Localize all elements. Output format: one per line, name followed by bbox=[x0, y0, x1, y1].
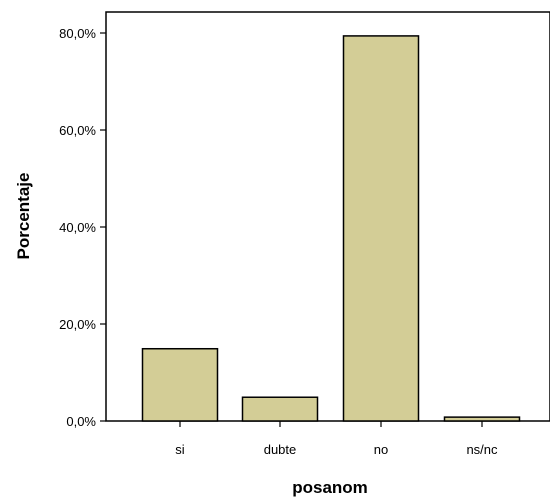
x-axis-title: posanom bbox=[292, 478, 368, 497]
y-tick-label: 20,0% bbox=[59, 317, 96, 332]
x-tick-label: si bbox=[175, 442, 185, 457]
bar-si bbox=[141, 347, 219, 422]
y-tick-label: 80,0% bbox=[59, 26, 96, 41]
bar-ns-nc bbox=[443, 416, 521, 422]
bar-no bbox=[342, 35, 420, 422]
x-tick-label: no bbox=[374, 442, 388, 457]
x-tick-label: dubte bbox=[264, 442, 297, 457]
y-tick-label: 40,0% bbox=[59, 220, 96, 235]
bar-dubte bbox=[241, 396, 319, 422]
x-axis: si dubte no ns/nc bbox=[175, 421, 498, 457]
y-axis: 0,0% 20,0% 40,0% 60,0% 80,0% bbox=[59, 26, 106, 429]
bars-layer bbox=[141, 35, 521, 422]
y-tick-label: 60,0% bbox=[59, 123, 96, 138]
y-axis-title: Porcentaje bbox=[14, 173, 33, 260]
x-tick-label: ns/nc bbox=[466, 442, 498, 457]
plot-frame bbox=[105, 11, 550, 422]
y-tick-label: 0,0% bbox=[66, 414, 96, 429]
